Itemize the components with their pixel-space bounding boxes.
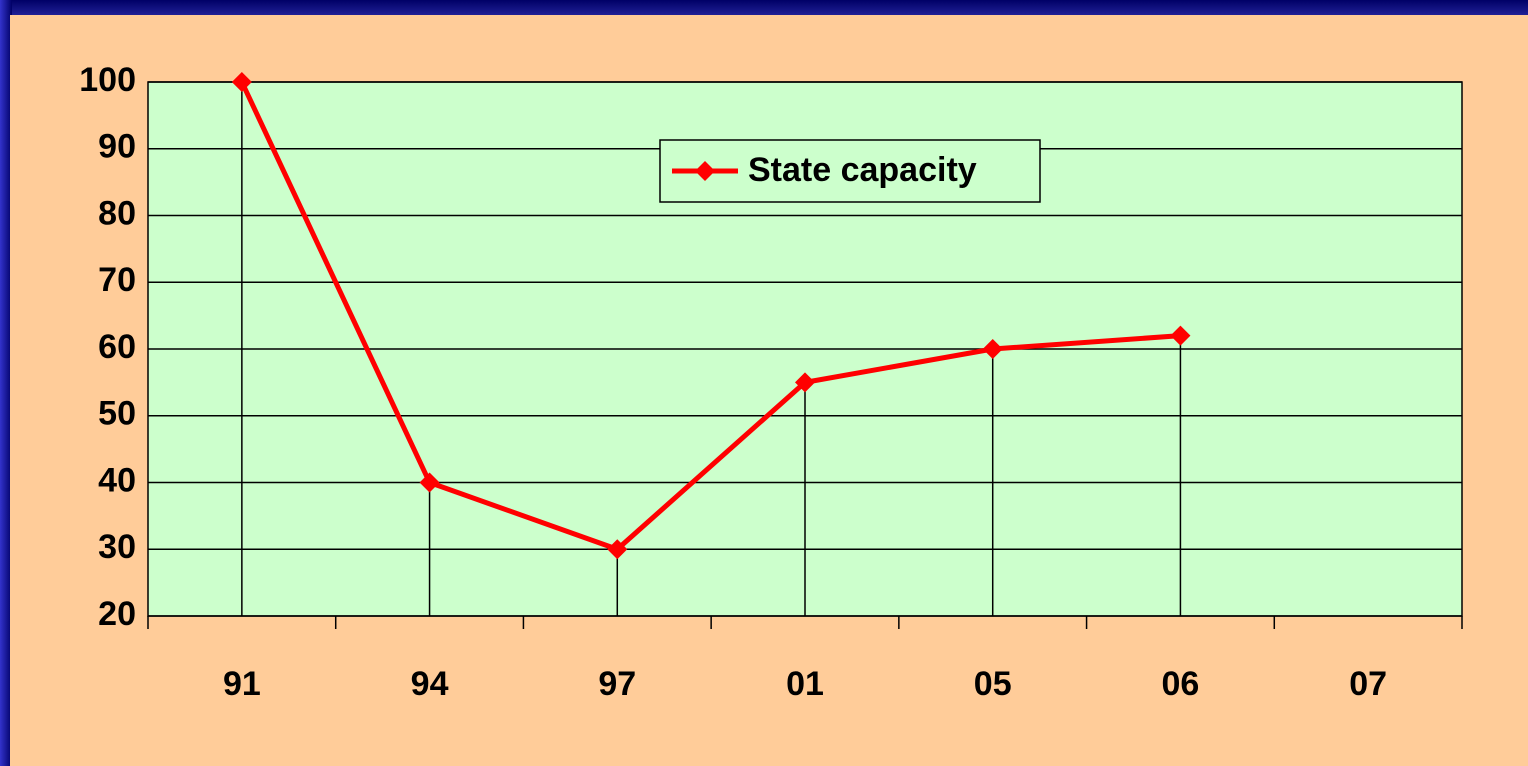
x-tick-label: 91 [223,665,261,703]
y-tick-label: 30 [98,528,136,566]
y-tick-label: 50 [98,395,136,433]
series-line [239,80,1181,552]
point-marker [231,72,252,92]
y-tick-label: 40 [98,461,136,499]
y-tick-label: 70 [98,261,136,299]
x-tick-label: 97 [598,665,636,703]
y-tick-label: 20 [98,595,136,633]
x-tick-label: 94 [411,665,449,703]
top-band [0,0,1528,16]
x-tick-label: 01 [786,665,824,703]
y-tick-label: 90 [98,128,136,166]
y-tick-label: 80 [98,194,136,232]
point-marker [607,539,628,560]
x-tick-label: 05 [974,665,1012,703]
point-marker [419,472,440,493]
point-marker [795,372,815,393]
left-band [0,0,12,766]
point-marker [1170,325,1191,346]
legend-marker [695,161,715,181]
x-tick-label: 06 [1162,665,1200,703]
point-marker [982,339,1003,359]
legend-label: State capacity [748,151,977,189]
y-tick-label: 100 [79,61,136,99]
y-tick-label: 60 [98,328,136,366]
x-tick-label: 07 [1349,665,1387,703]
